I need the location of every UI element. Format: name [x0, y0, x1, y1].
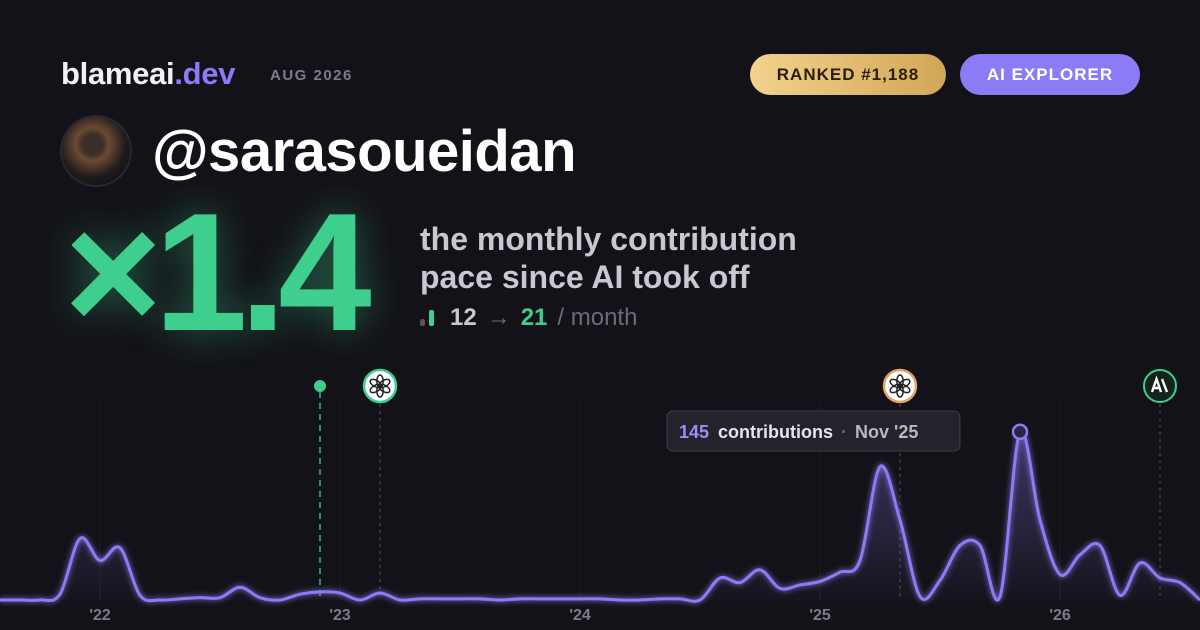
tier-badge: AI EXPLORER: [960, 54, 1140, 95]
description-line: pace since AI took off: [420, 259, 750, 295]
event-icon: [882, 368, 918, 404]
event-icon: [362, 368, 398, 404]
x-tick-label: '26: [1049, 607, 1071, 624]
tooltip-unit: contributions: [718, 422, 833, 442]
event-logo: [889, 378, 902, 389]
event-logo: [369, 378, 382, 389]
pace-before: 12: [450, 304, 477, 331]
x-tick-label: '22: [89, 607, 111, 624]
tooltip-date: Nov '25: [855, 422, 918, 442]
area: [0, 430, 1200, 602]
tooltip-value: 145: [679, 422, 709, 442]
x-tick-label: '25: [809, 607, 831, 624]
avatar: [62, 117, 130, 185]
event: [882, 368, 918, 600]
highlight-point: [1011, 423, 1029, 441]
tooltip-separator: ·: [841, 422, 847, 442]
pace-icon: [420, 308, 440, 328]
event: [362, 368, 398, 600]
rank-badge: RANKED #1,188: [750, 54, 946, 95]
event-dot: [314, 380, 326, 392]
x-tick-label: '24: [569, 607, 591, 624]
handle: @sarasoueidan: [152, 119, 577, 184]
pace-arrow: →: [486, 304, 511, 331]
brand: blameai.dev: [61, 56, 236, 92]
line: [0, 428, 1200, 603]
brand-name: blameai: [61, 56, 175, 91]
pace: 12 → 21 / month: [420, 304, 637, 332]
pace-unit: / month: [557, 304, 638, 331]
period: AUG 2026: [270, 67, 353, 84]
description-line: the monthly contribution: [420, 221, 797, 257]
tooltip-box: [666, 410, 961, 452]
event: [314, 380, 326, 600]
brand-tld: .dev: [174, 56, 236, 91]
tooltip-text: 145 contributions · Nov '25: [679, 422, 918, 442]
event: [1143, 369, 1177, 600]
multiplier: ×1.4: [64, 178, 372, 366]
pace-after: 21: [520, 304, 548, 331]
description: the monthly contribution pace since AI to…: [420, 220, 797, 296]
x-tick-label: '23: [329, 607, 351, 624]
event-logo: [1150, 375, 1169, 393]
